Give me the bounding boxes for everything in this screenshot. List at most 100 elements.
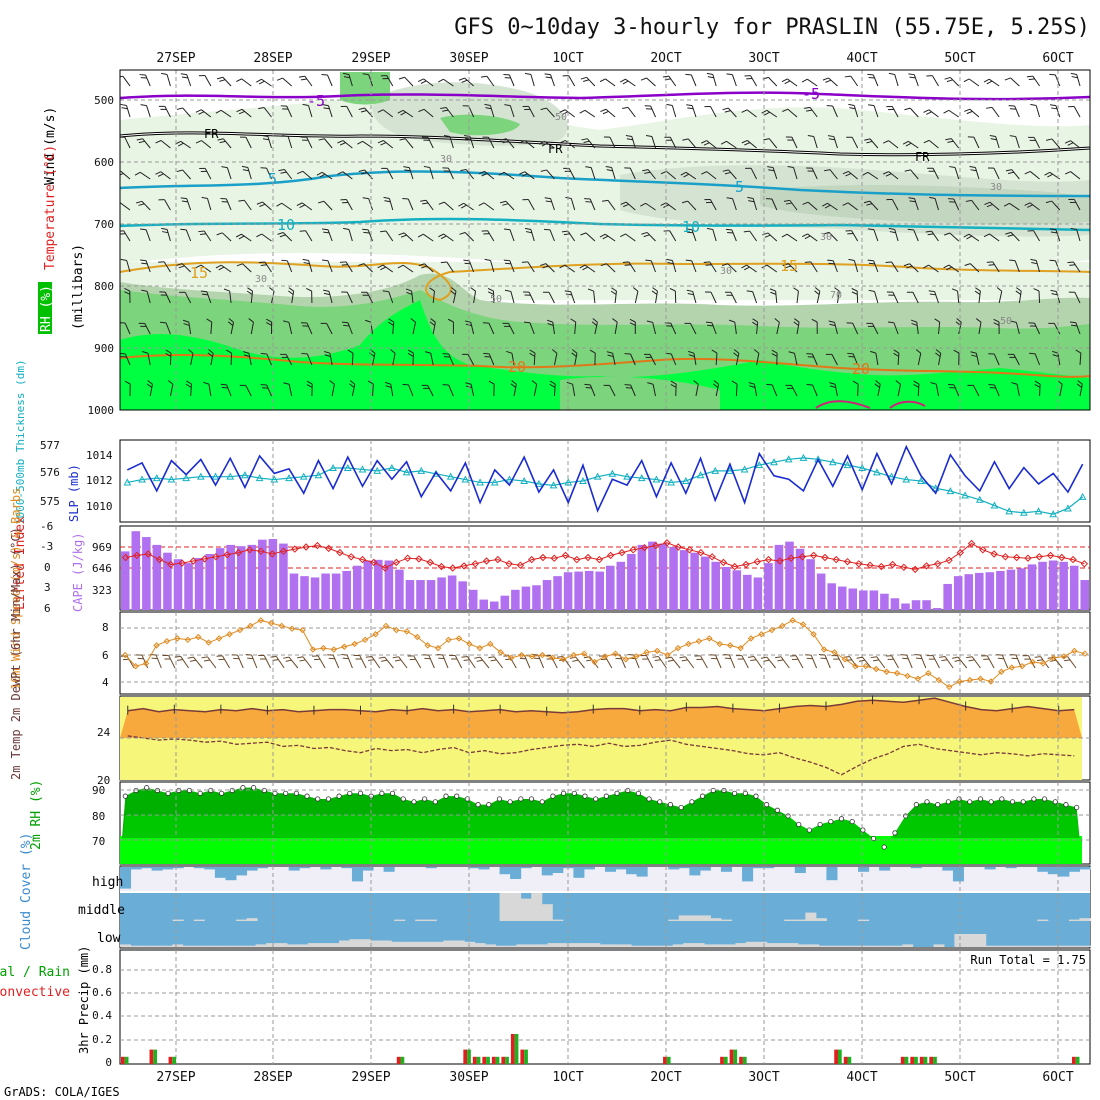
wind-barb-flag — [343, 227, 350, 230]
wind-barb-flag — [654, 659, 661, 662]
wind-barb-staff — [528, 106, 535, 118]
wind-barb-staff — [853, 105, 859, 118]
wind-barb-flag — [889, 231, 896, 234]
wind-barb-staff — [548, 292, 555, 304]
wind-barb-flag — [546, 319, 553, 323]
wind-barb-flag — [161, 72, 168, 75]
wind-barb-flag — [189, 659, 197, 662]
thickness-point — [446, 472, 455, 480]
wind-barb-flag — [774, 656, 782, 659]
wind-barb-flag — [1051, 107, 1058, 110]
wind-speed-point — [382, 622, 390, 630]
cape-bar — [258, 539, 267, 610]
wind-barb-flag — [410, 318, 416, 323]
wind-barb-flag — [844, 75, 851, 78]
wind-barb-staff — [505, 200, 515, 211]
wind-barb-staff — [230, 322, 235, 335]
wind-barb-flag — [829, 382, 836, 385]
wind-barb-staff — [1059, 384, 1063, 397]
wind-barb-flag — [180, 73, 187, 76]
wind-barb-flag — [562, 111, 569, 115]
wind-barb-staff — [627, 107, 636, 118]
wind-speed-point — [737, 644, 744, 652]
wind-barb-staff — [382, 109, 394, 118]
wind-barb-flag — [342, 72, 350, 75]
wind-barb-flag — [888, 227, 895, 230]
cloud-middle-bar — [720, 919, 733, 921]
wind-barb-flag — [299, 204, 306, 209]
wind-barb-staff — [958, 322, 962, 335]
wind-barb-flag — [622, 80, 629, 85]
wind-barb-flag — [856, 656, 863, 659]
wind-barb-flag — [188, 349, 194, 354]
wind-barb-staff — [750, 75, 758, 87]
wind-barb-staff — [732, 198, 737, 211]
wind-barb-staff — [711, 322, 717, 335]
wind-barb-flag — [485, 107, 492, 110]
thickness-point — [196, 472, 205, 480]
precip-convective-bar — [663, 1056, 667, 1064]
wind-barb-flag — [743, 230, 750, 233]
wind-barb-staff — [590, 167, 596, 180]
wind-barb-flag — [687, 293, 694, 296]
wind-barb-flag — [870, 656, 877, 659]
wind-barb-flag — [283, 382, 290, 385]
wind-barb-staff — [372, 383, 374, 397]
cape-axis-label: CAPE (J/kg) — [71, 533, 85, 612]
rh-point — [304, 793, 310, 799]
wind-barb-flag — [392, 656, 399, 659]
wind-barb-staff — [791, 385, 798, 397]
wind10m-axis-label: 10m Wind Speed (m/s) & Barbs — [9, 488, 23, 690]
wind-barb-staff — [897, 384, 901, 397]
lifted-index-point — [934, 560, 942, 568]
wind-barb-staff — [513, 384, 517, 397]
wind-barb-flag — [769, 288, 776, 292]
wind-barb-staff — [524, 140, 535, 149]
wind-barb-flag — [804, 261, 811, 263]
cloud-high-bar — [910, 867, 922, 869]
wind-barb-staff — [208, 384, 212, 397]
cape-bar — [764, 563, 773, 610]
wind-barb-flag — [599, 233, 606, 238]
wind-barb-flag — [993, 322, 1000, 326]
wind-barb-staff — [392, 321, 395, 335]
wind-speed-point — [966, 676, 974, 684]
wind-barb-staff — [263, 107, 272, 118]
precip-convective-bar — [149, 1049, 154, 1064]
wind-speed-point — [226, 631, 233, 638]
wind-barb-flag — [380, 230, 387, 233]
cloud-low-bar — [307, 943, 319, 947]
wind-barb-staff — [1053, 323, 1061, 335]
wind-barb-staff — [242, 263, 252, 273]
wind-barb-flag — [688, 350, 695, 354]
wind-barb-staff — [524, 171, 535, 180]
wind-barb-flag — [743, 266, 750, 271]
rh-point — [785, 813, 791, 819]
wind-speed-point — [987, 678, 995, 685]
wind-barb-staff — [124, 353, 131, 366]
wind-barb-staff — [210, 321, 213, 335]
cape-bar — [679, 550, 689, 610]
wind-barb-staff — [207, 198, 212, 211]
wind-barb-staff — [848, 171, 858, 180]
lifted-index-point — [291, 545, 299, 553]
wind-barb-flag — [885, 173, 892, 177]
wind-barb-staff — [324, 138, 333, 149]
cloud-high-bar — [130, 867, 142, 870]
wind-barb-flag — [581, 138, 588, 141]
wind-barb-staff — [306, 353, 313, 366]
precip-total-bar — [923, 1056, 928, 1064]
wind-speed-point — [476, 644, 484, 652]
wind-tick: 6 — [102, 649, 109, 662]
wind-barb-flag — [201, 656, 208, 659]
precip-convective-bar — [168, 1056, 173, 1064]
thickness-point — [902, 475, 911, 483]
wind-barb-flag — [364, 319, 371, 323]
wind-barb-staff — [445, 107, 454, 118]
wind-barb-flag — [669, 288, 676, 292]
wind-speed-point — [424, 642, 431, 649]
cloud-low-bar — [245, 945, 257, 947]
wind-barb-flag — [349, 383, 355, 388]
cloud-low-bar — [432, 941, 444, 947]
isotherm-label: -5 — [802, 85, 820, 103]
